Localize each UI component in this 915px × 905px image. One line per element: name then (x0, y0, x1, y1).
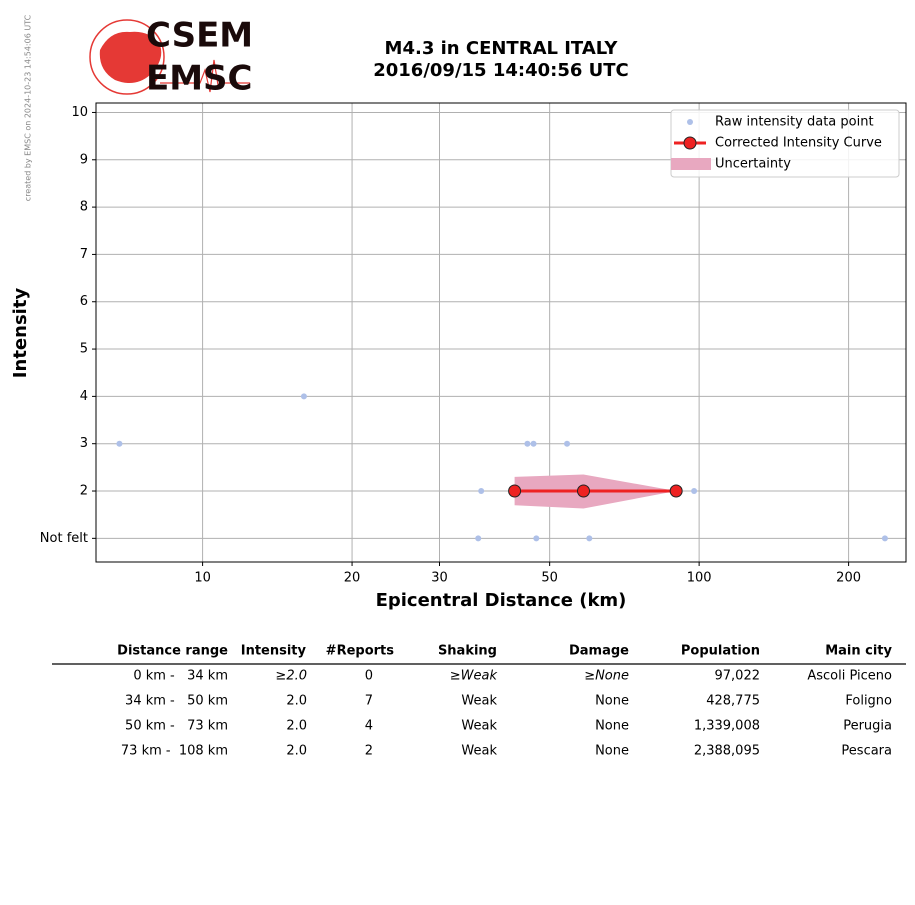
curve-marker (508, 484, 522, 498)
raw-point (478, 488, 485, 495)
chart-subtitle: 2016/09/15 14:40:56 UTC (373, 60, 629, 81)
x-tick-label: 30 (431, 571, 448, 586)
table-cell: ≥2.0 (275, 669, 307, 684)
raw-point (116, 440, 123, 447)
raw-point (524, 440, 531, 447)
x-tick-label: 100 (687, 571, 712, 586)
legend-label: Raw intensity data point (715, 115, 874, 130)
legend: Raw intensity data point Corrected Intens… (670, 109, 900, 178)
raw-point (586, 535, 593, 542)
table-cell: 97,022 (715, 669, 761, 684)
table-cell: 4 (365, 719, 373, 734)
y-tick-label: 3 (80, 436, 88, 451)
table-cell: Weak (461, 744, 497, 759)
table-cell: 73 km - 108 km (121, 744, 228, 759)
table-cell: Ascoli Piceno (807, 669, 892, 684)
table-header: Distance range (117, 644, 228, 659)
table-cell: 0 km - 34 km (133, 669, 228, 684)
logo-globe (89, 19, 165, 95)
y-tick-label: 2 (80, 484, 88, 499)
y-axis-label: Intensity (10, 288, 31, 379)
x-tick-label: 200 (836, 571, 861, 586)
table-header: Intensity (241, 644, 307, 659)
table-cell: None (595, 719, 629, 734)
legend-swatch (671, 158, 711, 170)
table-cell: 7 (365, 694, 373, 709)
raw-point (530, 440, 537, 447)
table-cell: Foligno (845, 694, 892, 709)
curve-marker (669, 484, 683, 498)
table-cell: Weak (461, 719, 497, 734)
table-cell: None (595, 694, 629, 709)
table-cell: 2.0 (286, 744, 307, 759)
legend-swatch (683, 136, 697, 150)
legend-label: Uncertainty (715, 157, 791, 172)
logo-text: CSEM (146, 16, 253, 56)
y-tick-label: 6 (80, 294, 88, 309)
raw-point (564, 440, 571, 447)
raw-point (533, 535, 540, 542)
curve-marker (577, 484, 591, 498)
table-cell: ≥None (584, 669, 629, 684)
table-cell: None (595, 744, 629, 759)
y-tick-label: Not felt (40, 531, 88, 546)
x-tick-label: 20 (344, 571, 361, 586)
plot-frame (95, 102, 907, 563)
raw-point (691, 488, 698, 495)
legend-swatch (687, 119, 693, 125)
table-cell: ≥Weak (450, 669, 498, 684)
raw-point (881, 535, 888, 542)
x-tick-label: 50 (541, 571, 558, 586)
y-tick-label: 8 (80, 200, 88, 215)
table-header: Shaking (438, 644, 497, 659)
y-tick-label: 5 (80, 342, 88, 357)
table-header: Population (681, 644, 760, 659)
legend-label: Corrected Intensity Curve (715, 136, 882, 151)
chart-title: M4.3 in CENTRAL ITALY (385, 38, 619, 59)
credit: created by EMSC on 2024-10-23 14:54:06 U… (24, 14, 33, 201)
y-tick-label: 4 (80, 389, 88, 404)
table-cell: 0 (365, 669, 373, 684)
table-cell: Pescara (841, 744, 892, 759)
table-header: Main city (825, 644, 892, 659)
x-axis-label: Epicentral Distance (km) (376, 590, 627, 611)
y-tick-label: 7 (80, 247, 88, 262)
raw-point (300, 393, 307, 400)
logo-wave (160, 59, 250, 93)
logo: CSEM EMSC (89, 16, 253, 99)
y-tick-label: 10 (71, 105, 88, 120)
table-cell: Perugia (843, 719, 892, 734)
y-tick-label: 9 (80, 152, 88, 167)
table-cell: 428,775 (706, 694, 760, 709)
raw-point (475, 535, 482, 542)
x-tick-label: 10 (194, 571, 211, 586)
table-cell: Weak (461, 694, 497, 709)
table-cell: 1,339,008 (694, 719, 760, 734)
logo-text: EMSC (146, 59, 253, 99)
table-header: Damage (569, 644, 629, 659)
table-cell: 2 (365, 744, 373, 759)
table-cell: 34 km - 50 km (125, 694, 228, 709)
table-cell: 2.0 (286, 719, 307, 734)
table-cell: 2.0 (286, 694, 307, 709)
logo-map (99, 31, 162, 84)
table-header: #Reports (326, 644, 395, 659)
table-cell: 2,388,095 (694, 744, 760, 759)
table-cell: 50 km - 73 km (125, 719, 228, 734)
legend-box (670, 109, 900, 178)
